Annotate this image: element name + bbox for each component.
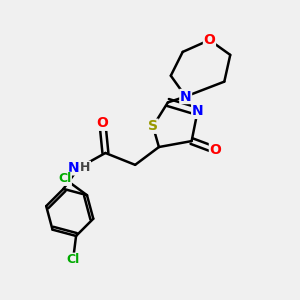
Text: O: O <box>203 33 215 47</box>
Text: S: S <box>148 119 158 133</box>
Text: H: H <box>80 161 90 174</box>
Text: N: N <box>192 104 203 118</box>
Text: N: N <box>68 161 79 175</box>
Text: O: O <box>209 143 221 157</box>
Text: N: N <box>180 89 191 103</box>
Text: Cl: Cl <box>67 253 80 266</box>
Text: O: O <box>97 116 108 130</box>
Text: H: H <box>74 163 83 173</box>
Text: Cl: Cl <box>58 172 71 185</box>
